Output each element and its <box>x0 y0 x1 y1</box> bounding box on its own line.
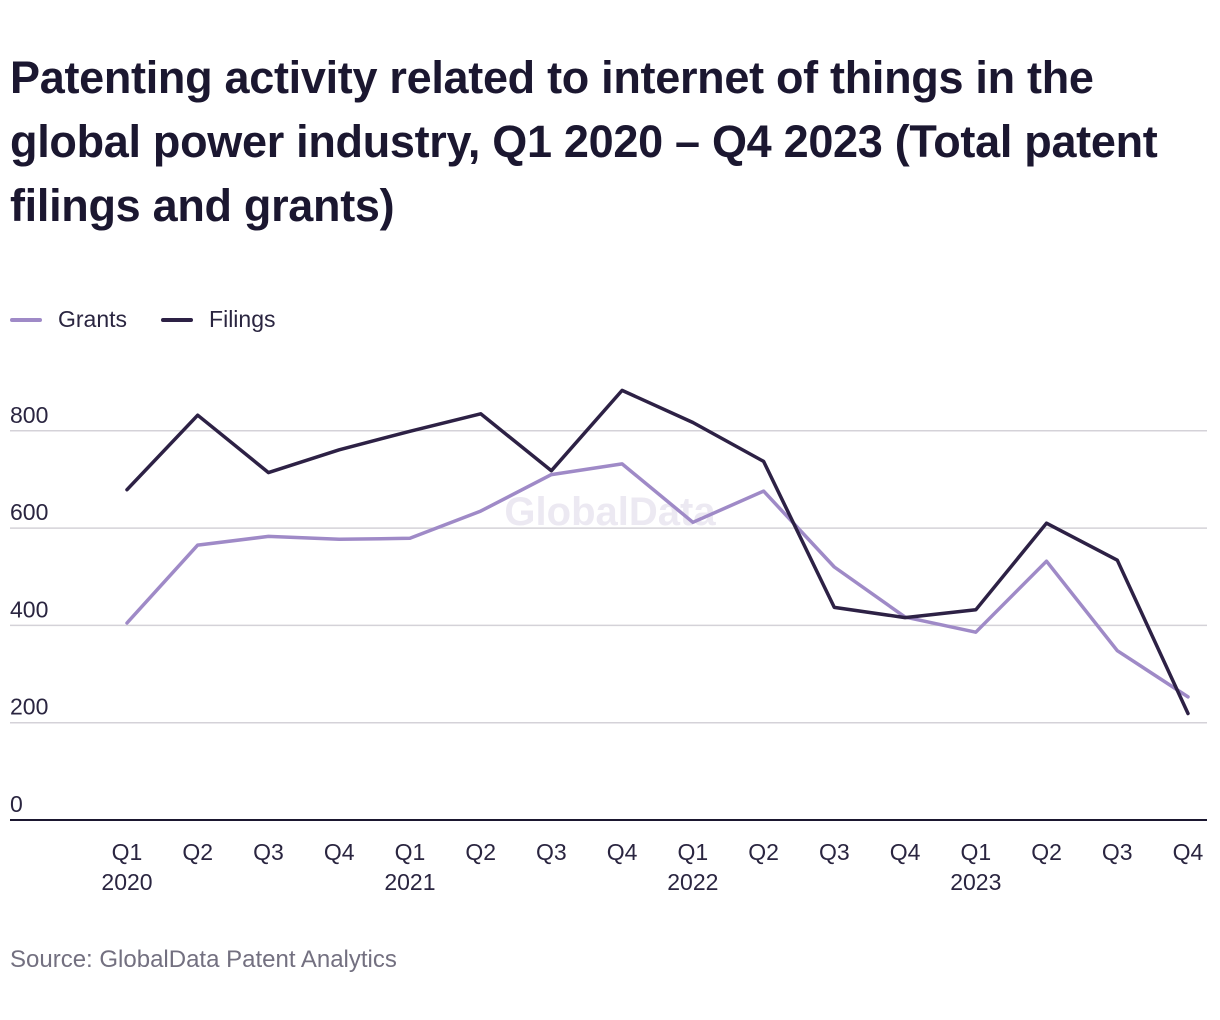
x-tick-label-14: Q3 <box>1102 839 1133 865</box>
legend-item-filings: Filings <box>161 306 276 333</box>
source-note: Source: GlobalData Patent Analytics <box>10 946 397 973</box>
x-tick-year-2021: 2021 <box>384 869 435 895</box>
x-tick-label-13: Q2 <box>1031 839 1062 865</box>
x-tick-label-12: Q1 <box>960 839 991 865</box>
legend-swatch-filings <box>161 317 194 322</box>
x-tick-label-8: Q1 <box>678 839 709 865</box>
series-line-grants <box>125 462 1190 699</box>
x-tick-year-2023: 2023 <box>950 869 1001 895</box>
x-tick-label-1: Q2 <box>182 839 213 865</box>
legend-label-filings: Filings <box>209 306 276 332</box>
legend: Grants Filings <box>10 306 310 333</box>
y-tick-label-600: 600 <box>10 499 48 525</box>
legend-swatch-grants <box>10 317 42 322</box>
y-tick-label-800: 800 <box>10 402 48 428</box>
x-tick-label-11: Q4 <box>890 839 921 865</box>
x-tick-year-2022: 2022 <box>667 869 718 895</box>
x-tick-label-15: Q4 <box>1173 839 1204 865</box>
legend-item-grants: Grants <box>10 306 127 333</box>
series-line-filings <box>125 388 1190 716</box>
x-tick-label-9: Q2 <box>748 839 779 865</box>
x-tick-label-5: Q2 <box>465 839 496 865</box>
x-tick-label-10: Q3 <box>819 839 850 865</box>
chart-title: Patenting activity related to internet o… <box>10 52 1158 231</box>
x-tick-label-6: Q3 <box>536 839 567 865</box>
y-tick-label-200: 200 <box>10 694 48 720</box>
x-tick-label-3: Q4 <box>324 839 355 865</box>
x-tick-label-0: Q1 <box>112 839 143 865</box>
x-tick-label-2: Q3 <box>253 839 284 865</box>
x-tick-label-4: Q1 <box>395 839 426 865</box>
y-tick-label-400: 400 <box>10 596 48 622</box>
x-tick-year-2020: 2020 <box>101 869 152 895</box>
legend-label-grants: Grants <box>58 306 128 332</box>
y-tick-label-0: 0 <box>10 791 23 817</box>
x-tick-label-7: Q4 <box>607 839 638 865</box>
